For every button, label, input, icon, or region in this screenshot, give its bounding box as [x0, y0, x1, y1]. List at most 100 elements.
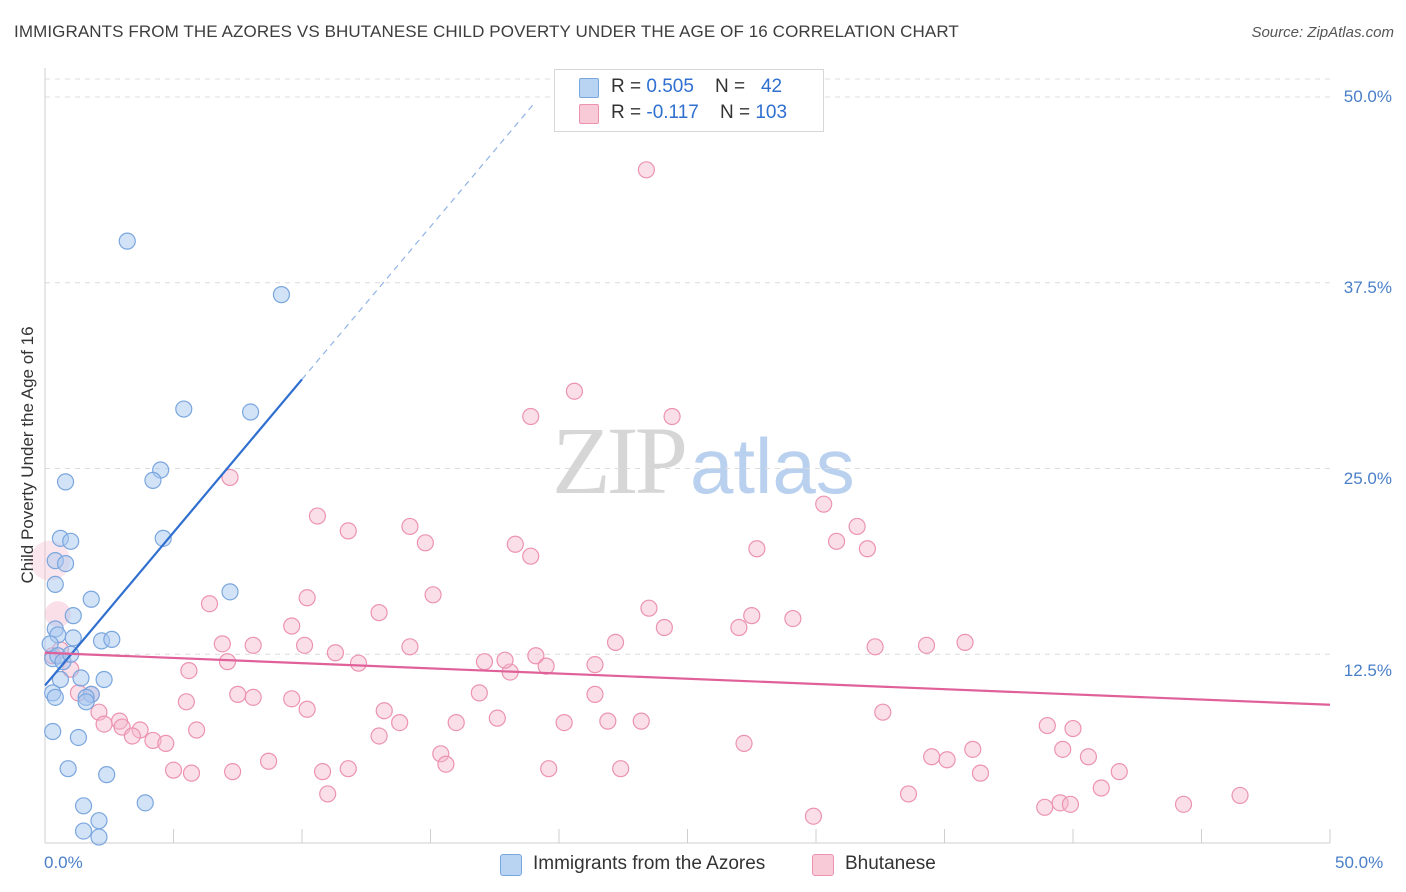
- y-tick-label-12-5: 12.5%: [1343, 661, 1392, 680]
- bhutanese-point-50: [244, 688, 262, 706]
- azores-point-20: [103, 630, 121, 648]
- bhutanese-point-0: [637, 161, 655, 179]
- bhutanese-point-32: [917, 636, 936, 654]
- azores-point-15: [64, 607, 82, 625]
- azores-trend-extension: [301, 104, 534, 380]
- bhutanese-point-66: [555, 714, 573, 732]
- azores-point-0: [118, 232, 136, 250]
- bhutanese-point-7: [848, 517, 866, 536]
- bhutanese-point-99: [1092, 779, 1110, 797]
- azores-point-12: [46, 575, 64, 594]
- bhutanese-point-9: [339, 522, 357, 540]
- azores-point-33: [77, 693, 95, 711]
- azores-point-28: [95, 670, 113, 689]
- bhutanese-point-94: [899, 785, 918, 803]
- bhutanese-point-56: [298, 700, 316, 718]
- x-tick-label-max: 50.0%: [1335, 853, 1384, 872]
- bhutanese-point-67: [599, 712, 617, 730]
- bhutanese-point-100: [1174, 795, 1193, 813]
- bhutanese-point-17: [298, 589, 316, 607]
- azores-point-2: [175, 400, 193, 418]
- bhutanese-point-43: [496, 651, 514, 669]
- bhutanese-point-25: [655, 618, 673, 637]
- azores-point-8: [62, 532, 80, 550]
- bhutanese-point-90: [540, 760, 558, 778]
- bhutanese-point-12: [748, 540, 766, 558]
- bhutanese-point-16: [424, 586, 442, 604]
- bhutanese-point-21: [743, 607, 761, 625]
- azores-point-40: [90, 812, 108, 830]
- source-credit: Source: ZipAtlas.com: [1251, 24, 1394, 41]
- bhutanese-point-72: [144, 731, 162, 750]
- azores-points: [41, 232, 291, 846]
- azores-point-3: [242, 403, 260, 421]
- bhutanese-trend-line: [44, 651, 1331, 706]
- bhutanese-point-24: [730, 618, 748, 637]
- bhutanese-point-101: [1231, 786, 1249, 805]
- legend-stats-bhutanese: R = -0.117 N = 103: [611, 102, 788, 123]
- bhutanese-point-80: [1079, 748, 1098, 766]
- bhutanese-point-81: [923, 748, 941, 766]
- azores-point-5: [144, 471, 162, 489]
- x-tick-label-min: 0.0%: [44, 853, 83, 872]
- bhutanese-point-40: [586, 656, 604, 674]
- bhutanese-point-55: [375, 702, 393, 720]
- bhutanese-point-76: [964, 740, 982, 758]
- y-tick-label-37-5: 37.5%: [1343, 278, 1392, 297]
- bhutanese-point-78: [1054, 740, 1072, 758]
- watermark-atlas: atlas: [690, 422, 855, 510]
- bhutanese-point-91: [612, 760, 630, 778]
- azores-point-32: [46, 688, 64, 706]
- bhutanese-point-27: [244, 636, 262, 654]
- azores-point-34: [44, 722, 62, 741]
- azores-point-38: [136, 794, 154, 812]
- bhutanese-point-26: [213, 635, 231, 653]
- bhutanese-point-2: [522, 407, 540, 426]
- bhutanese-point-3: [663, 407, 681, 426]
- bhutanese-point-15: [522, 547, 540, 565]
- bhutanese-point-5: [815, 495, 833, 513]
- bhutanese-point-29: [295, 636, 314, 654]
- bhutanese-point-52: [283, 690, 301, 708]
- bhutanese-point-11: [506, 535, 524, 553]
- trend-lines: [44, 104, 1331, 706]
- bhutanese-point-20: [370, 604, 388, 622]
- correlation-legend: R = 0.505 N = 42 R = -0.117 N = 103: [554, 69, 824, 132]
- bhutanese-point-77: [1038, 716, 1056, 735]
- bhutanese-point-36: [218, 653, 237, 671]
- bhutanese-point-13: [827, 532, 846, 550]
- azores-point-18: [64, 629, 82, 647]
- bhutanese-point-65: [488, 709, 506, 727]
- y-tick-label-50: 50.0%: [1343, 87, 1392, 106]
- bhutanese-point-34: [326, 644, 345, 662]
- bhutanese-point-96: [1036, 798, 1054, 816]
- bhutanese-point-41: [180, 661, 198, 680]
- chart-title: IMMIGRANTS FROM THE AZORES VS BHUTANESE …: [14, 22, 959, 41]
- bhutanese-point-88: [339, 760, 357, 778]
- bhutanese-point-31: [866, 638, 884, 656]
- bhutanese-cluster-2: [44, 601, 71, 628]
- legend-swatch-blue: [579, 78, 599, 98]
- bhutanese-point-33: [956, 633, 974, 651]
- bhutanese-point-82: [938, 751, 956, 769]
- bhutanese-point-64: [447, 714, 465, 732]
- azores-point-39: [74, 797, 93, 815]
- bhutanese-point-79: [1064, 719, 1082, 738]
- azores-point-41: [74, 822, 93, 840]
- bhutanese-point-19: [640, 599, 658, 617]
- bhutanese-point-86: [224, 763, 242, 781]
- bhutanese-point-35: [527, 647, 545, 665]
- bhutanese-point-70: [370, 727, 388, 745]
- azores-point-13: [221, 583, 239, 601]
- bhutanese-point-18: [200, 595, 219, 613]
- bhutanese-point-87: [313, 763, 332, 781]
- y-axis-title: Child Poverty Under the Age of 16: [18, 326, 37, 584]
- axes: [44, 68, 1331, 844]
- watermark-zip: ZIP: [552, 407, 688, 514]
- bhutanese-point-6: [308, 507, 327, 525]
- watermark: ZIPatlas: [552, 405, 855, 516]
- azores-point-42: [90, 828, 108, 846]
- bhutanese-point-62: [188, 721, 206, 739]
- bhutanese-points: [30, 161, 1249, 825]
